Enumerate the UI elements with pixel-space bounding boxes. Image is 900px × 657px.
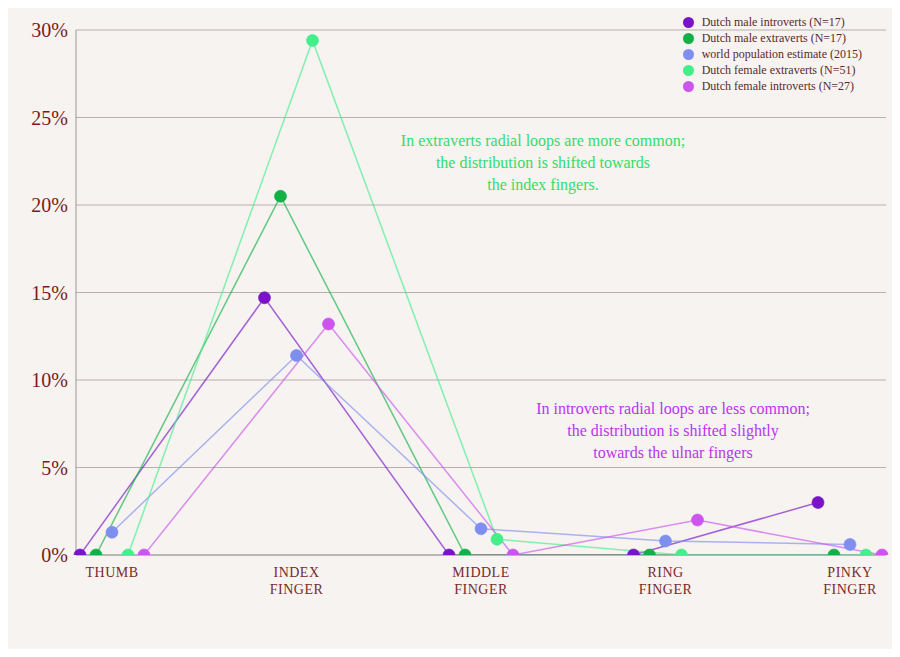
html-text:towards the ulnar fingers: towards the ulnar fingers: [593, 444, 753, 461]
svg-text:15%: 15%: [31, 282, 68, 304]
html-text:the index fingers.: the index fingers.: [487, 176, 599, 193]
svg-text:RINGFINGER: RINGFINGER: [639, 565, 693, 597]
html-text:In introverts radial loops are: In introverts radial loops are less comm…: [536, 400, 810, 417]
html-text:Dutch male introverts (N=17): Dutch male introverts (N=17): [701, 15, 845, 29]
svg-text:THUMB: THUMB: [85, 565, 138, 580]
svg-text:INDEXFINGER: INDEXFINGER: [270, 565, 324, 597]
html-text:the distribution is shifted to: the distribution is shifted towards: [435, 154, 651, 171]
svg-text:30%: 30%: [31, 19, 68, 41]
svg-text:5%: 5%: [41, 457, 68, 479]
html-text:world population estimate (201: world population estimate (2015): [701, 47, 862, 61]
html-text:Dutch male extraverts (N=17): Dutch male extraverts (N=17): [701, 31, 847, 45]
svg-text:25%: 25%: [31, 107, 68, 129]
html-text:Dutch female introverts (N=27): Dutch female introverts (N=27): [701, 79, 855, 93]
svg-text:PINKYFINGER: PINKYFINGER: [823, 565, 877, 597]
svg-text:20%: 20%: [31, 194, 68, 216]
html-text:In extraverts radial loops are: In extraverts radial loops are more comm…: [400, 132, 686, 149]
svg-text:MIDDLEFINGER: MIDDLEFINGER: [452, 565, 509, 597]
svg-text:10%: 10%: [31, 369, 68, 391]
html-text:Dutch female extraverts (N=51): Dutch female extraverts (N=51): [701, 63, 856, 77]
svg-text:0%: 0%: [41, 544, 68, 566]
html-text:the distribution is shifted sl: the distribution is shifted slightly: [567, 422, 779, 439]
